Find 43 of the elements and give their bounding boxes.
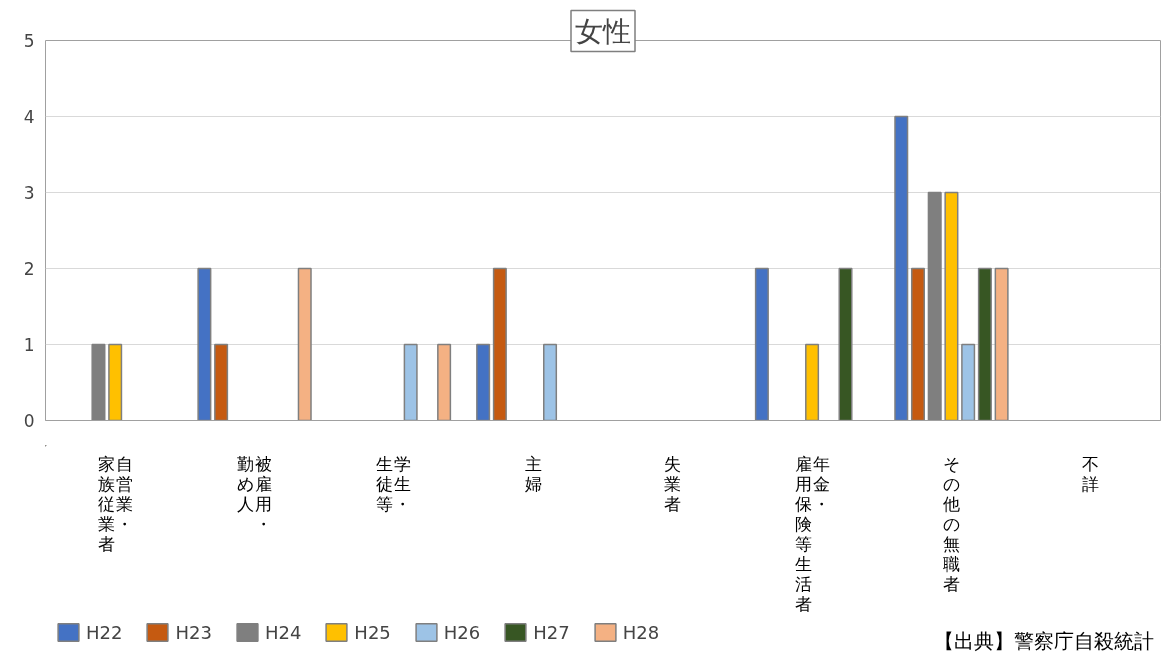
category-label: 年金・雇用保険等生活者: [794, 453, 830, 614]
bar: [838, 267, 853, 421]
chart-title: 女性: [575, 14, 631, 48]
bar: [944, 191, 959, 421]
bar: [437, 343, 452, 421]
bar: [214, 343, 229, 421]
y-tick-label: 4: [23, 107, 35, 127]
bar: [805, 343, 820, 421]
legend-label: H23: [175, 621, 212, 643]
y-tick-label: 3: [23, 183, 35, 203]
legend-label: H22: [86, 621, 123, 643]
x-tick-label: その他の無職者: [942, 453, 960, 594]
x-tick-label: 不詳: [1082, 453, 1100, 494]
legend-label: H28: [622, 621, 660, 643]
bar: [994, 267, 1009, 421]
y-tick-label: 5: [23, 31, 35, 51]
bar: [108, 343, 123, 421]
bar: [476, 343, 491, 421]
bar: [927, 191, 942, 421]
bar: [403, 343, 418, 421]
legend-label: H27: [533, 621, 570, 643]
x-tick-label: 学生・生徒等: [376, 453, 412, 514]
legend-label: H24: [264, 621, 302, 643]
bar: [197, 267, 212, 421]
legend-label: H25: [354, 621, 391, 643]
bar: [977, 267, 992, 421]
bar: [894, 115, 909, 421]
legend-label: H26: [443, 621, 481, 643]
bar: [492, 267, 507, 421]
category-label: 自営業・家族従業者: [97, 453, 133, 554]
bar: [297, 267, 312, 421]
bar: [91, 343, 106, 421]
bar: [543, 343, 558, 421]
text: 【出典】警察庁自殺統計: [933, 628, 1154, 653]
category-label: 被雇用・勤め人: [237, 453, 273, 534]
y-tick-label: 1: [23, 335, 35, 355]
y-tick-label: 0: [23, 411, 35, 431]
x-tick-label: 失業者: [664, 453, 682, 514]
y-tick-label: 2: [23, 259, 35, 279]
bar: [961, 343, 976, 421]
x-tick-label: 主婦: [524, 453, 542, 494]
bar: [910, 267, 926, 421]
bar: [754, 267, 769, 421]
